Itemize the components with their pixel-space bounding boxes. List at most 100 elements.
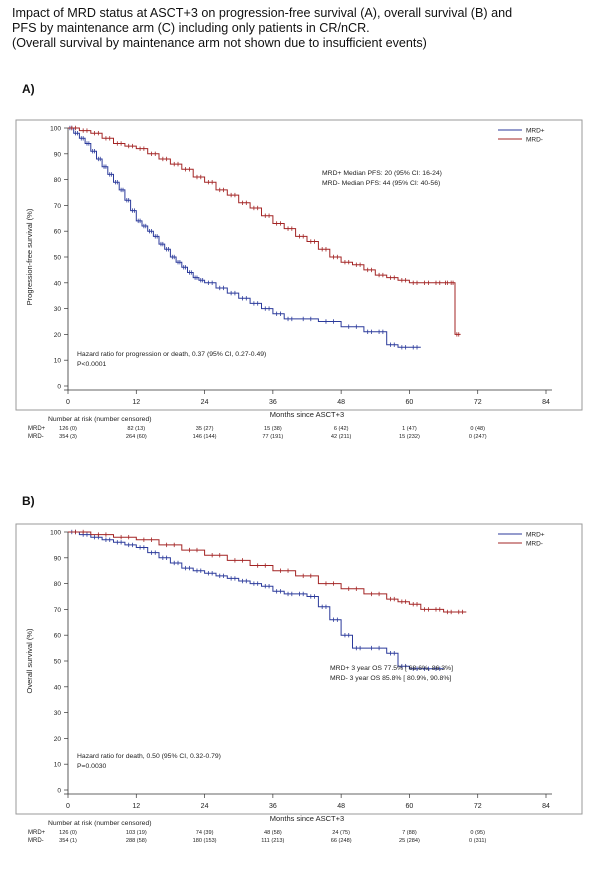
x-axis-label: Months since ASCT+3: [270, 814, 344, 823]
pfs-chart-svg: 0 10 20 30 40 50 60 70 80 90 100 0 12 24 36 48 60 72 84 Mon…: [15, 119, 583, 440]
risk-cell: 146 (144): [193, 434, 217, 440]
x-tick-label: 0: [66, 803, 70, 810]
panel-label-b: B): [22, 494, 35, 508]
y-tick-label: 0: [57, 384, 61, 391]
y-tick-label: 100: [50, 530, 61, 537]
risk-cell: 35 (27): [196, 426, 214, 432]
x-tick-label: 48: [337, 399, 345, 406]
chart-panel-a: 0 10 20 30 40 50 60 70 80 90 100 0 12 24 36 48 60 72 84 Mon…: [8, 118, 590, 463]
x-tick-label: 12: [132, 399, 140, 406]
x-tick-label: 36: [269, 399, 277, 406]
y-tick-label: 10: [54, 358, 62, 365]
annotation-bottom-line: P<0.0001: [77, 361, 107, 368]
y-tick-label: 40: [54, 280, 62, 287]
risk-cell: 354 (3): [59, 434, 77, 440]
risk-cell: 0 (48): [470, 426, 485, 432]
risk-cell: 6 (42): [334, 426, 349, 432]
x-tick-label: 72: [474, 803, 482, 810]
risk-cell: 126 (0): [59, 426, 77, 432]
risk-cell: 180 (153): [193, 838, 217, 844]
x-tick-label: 12: [132, 803, 140, 810]
y-tick-label: 60: [54, 229, 62, 236]
risk-cell: 15 (38): [264, 426, 282, 432]
y-tick-label: 80: [54, 581, 62, 588]
annotation-top-line: MRD- 3 year OS 85.8% [ 80.9%, 90.8%]: [330, 675, 451, 682]
y-tick-label: 50: [54, 255, 62, 262]
risk-cell: 288 (58): [126, 838, 147, 844]
panel-label-a: A): [22, 82, 35, 96]
chart-frame: [15, 523, 583, 815]
y-tick-label: 0: [57, 788, 61, 795]
risk-table-title: Number at risk (number censored): [48, 820, 152, 827]
risk-cell: 42 (211): [331, 434, 352, 440]
risk-cell: 0 (247): [469, 434, 487, 440]
risk-cell: 126 (0): [59, 830, 77, 836]
risk-cell: 0 (95): [470, 830, 485, 836]
risk-cell: 0 (311): [469, 838, 486, 844]
x-tick-label: 48: [337, 803, 345, 810]
x-tick-label: 36: [269, 803, 277, 810]
x-tick-label: 84: [542, 399, 550, 406]
figure-caption: Impact of MRD status at ASCT+3 on progre…: [12, 6, 596, 51]
caption-line-2: PFS by maintenance arm (C) including onl…: [12, 21, 370, 35]
y-tick-label: 60: [54, 633, 62, 640]
risk-cell: 82 (13): [127, 426, 145, 432]
chart-frame: [15, 119, 583, 411]
risk-row-label: MRD+: [28, 426, 46, 432]
risk-cell: 111 (213): [261, 838, 284, 844]
censor-marks-mrd-neg: [75, 529, 463, 615]
km-curve-mrd-neg: [68, 531, 467, 613]
risk-row-label: MRD-: [28, 838, 44, 844]
y-tick-label: 50: [54, 659, 62, 666]
y-tick-label: 70: [54, 607, 62, 614]
censor-marks-mrd-pos: [71, 529, 441, 671]
annotation-bottom-line: Hazard ratio for progression or death, 0…: [77, 351, 266, 358]
risk-cell: 24 (75): [332, 830, 350, 836]
risk-cell: 77 (191): [262, 434, 283, 440]
x-tick-label: 72: [474, 399, 482, 406]
risk-cell: 74 (39): [196, 830, 214, 836]
risk-row-label: MRD-: [28, 434, 44, 440]
risk-cell: 103 (19): [126, 830, 147, 836]
x-tick-label: 60: [406, 399, 414, 406]
y-tick-label: 30: [54, 710, 62, 717]
risk-cell: 48 (58): [264, 830, 282, 836]
y-tick-label: 30: [54, 306, 62, 313]
x-tick-label: 0: [66, 399, 70, 406]
legend-label: MRD+: [526, 128, 545, 135]
censor-marks-mrd-neg: [71, 125, 460, 337]
y-tick-label: 20: [54, 736, 62, 743]
annotation-top-line: MRD+ Median PFS: 20 (95% CI: 16-24): [322, 170, 442, 177]
chart-panel-b: 0 10 20 30 40 50 60 70 80 90 100 0 12 24 36 48 60 72 84 Mon…: [8, 522, 590, 872]
y-tick-label: 80: [54, 177, 62, 184]
y-tick-label: 100: [50, 126, 61, 133]
y-axis-label: Progression-free survival (%): [25, 208, 34, 305]
x-tick-label: 24: [201, 399, 209, 406]
y-tick-label: 70: [54, 203, 62, 210]
legend-label: MRD-: [526, 541, 543, 548]
annotation-bottom-line: Hazard ratio for death, 0.50 (95% CI, 0.…: [77, 753, 221, 760]
risk-table-title: Number at risk (number censored): [48, 416, 152, 423]
caption-line-3: (Overall survival by maintenance arm not…: [12, 36, 427, 50]
annotation-bottom-line: P=0.0030: [77, 763, 107, 770]
risk-cell: 7 (88): [402, 830, 417, 836]
censor-marks-mrd-pos: [69, 125, 418, 350]
risk-cell: 354 (1): [59, 838, 77, 844]
y-tick-label: 10: [54, 762, 62, 769]
x-tick-label: 84: [542, 803, 550, 810]
risk-cell: 25 (284): [399, 838, 420, 844]
risk-row-label: MRD+: [28, 830, 46, 836]
risk-cell: 264 (60): [126, 434, 147, 440]
risk-cell: 15 (232): [399, 434, 420, 440]
km-curve-mrd-neg: [68, 127, 461, 335]
risk-cell: 1 (47): [402, 426, 417, 432]
y-axis-label: Overall survival (%): [25, 628, 34, 694]
km-curve-mrd-pos: [68, 531, 444, 670]
legend-label: MRD-: [526, 137, 543, 144]
risk-cell: 66 (248): [331, 838, 352, 844]
caption-line-1: Impact of MRD status at ASCT+3 on progre…: [12, 6, 513, 20]
y-tick-label: 20: [54, 332, 62, 339]
y-tick-label: 40: [54, 684, 62, 691]
x-tick-label: 24: [201, 803, 209, 810]
os-chart-svg: 0 10 20 30 40 50 60 70 80 90 100 0 12 24 36 48 60 72 84 Mon…: [15, 523, 583, 844]
